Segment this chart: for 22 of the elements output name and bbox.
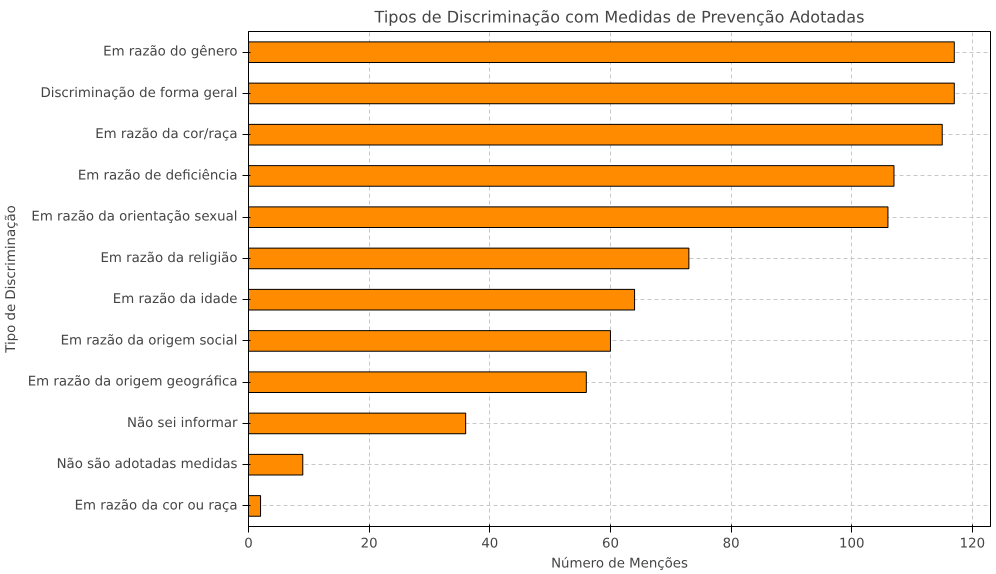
y-tick-label: Em razão da religião	[100, 250, 238, 266]
y-axis-title: Tipo de Discriminação	[4, 205, 19, 354]
y-tick-label: Não sei informar	[127, 416, 238, 431]
x-tick-label: 40	[481, 536, 498, 552]
y-tick-label: Não são adotadas medidas	[56, 457, 238, 472]
y-tick-label: Em razão da idade	[112, 292, 238, 308]
y-tick-label: Em razão da origem geográfica	[28, 374, 238, 390]
x-tick-label: 0	[244, 536, 253, 552]
y-tick-label: Em razão da cor ou raça	[74, 498, 238, 514]
y-tick-label: Em razão do gênero	[103, 44, 238, 60]
x-axis-title: Número de Menções	[551, 556, 688, 572]
y-tick-label: Em razão da orientação sexual	[31, 210, 238, 225]
x-tick-label: 120	[960, 536, 986, 552]
y-tick-label: Em razão da cor/raça	[95, 127, 238, 142]
y-tick-label: Discriminação de forma geral	[40, 86, 238, 101]
x-tick-label: 60	[602, 536, 619, 552]
x-tick-label: 100	[839, 536, 864, 552]
x-tick-label: 80	[722, 536, 740, 552]
chart-title: Tipos de Discriminação com Medidas de Prevenção Adotadas	[374, 8, 864, 26]
x-tick-label: 20	[360, 536, 378, 552]
y-tick-label: Em razão da origem social	[60, 333, 238, 348]
y-tick-label: Em razão de deficiência	[78, 168, 238, 184]
